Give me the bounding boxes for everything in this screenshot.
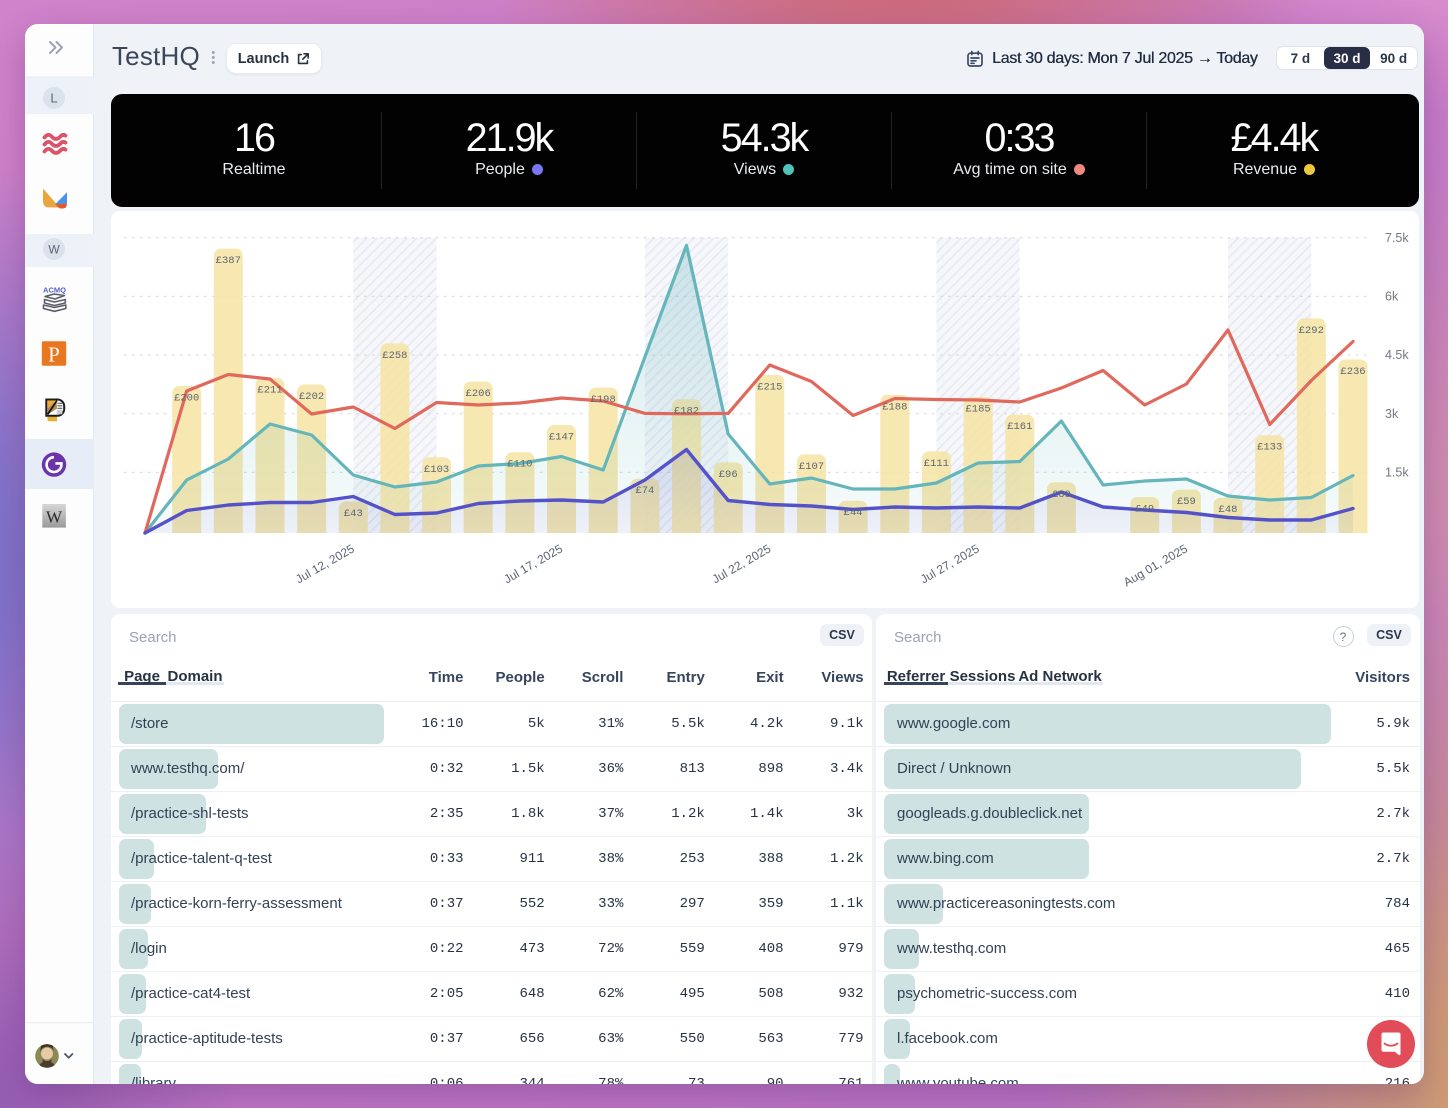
svg-text:ACMQ: ACMQ xyxy=(43,286,66,295)
svg-text:W: W xyxy=(46,508,63,527)
svg-text:7.5k: 7.5k xyxy=(1385,231,1409,245)
svg-text:£188: £188 xyxy=(882,401,907,413)
svg-text:£96: £96 xyxy=(719,469,738,481)
svg-text:P: P xyxy=(48,343,60,367)
svg-text:£185: £185 xyxy=(965,404,990,416)
svg-text:£211: £211 xyxy=(257,384,282,396)
svg-text:£44: £44 xyxy=(844,507,863,519)
svg-text:W: W xyxy=(48,243,60,257)
svg-text:£202: £202 xyxy=(299,391,324,403)
svg-text:Jul 12, 2025: Jul 12, 2025 xyxy=(293,541,357,586)
svg-text:£107: £107 xyxy=(799,461,824,473)
svg-text:L: L xyxy=(50,91,57,106)
svg-text:£147: £147 xyxy=(549,432,574,444)
svg-text:6k: 6k xyxy=(1385,290,1399,304)
svg-text:Aug 01, 2025: Aug 01, 2025 xyxy=(1121,541,1190,589)
svg-text:£200: £200 xyxy=(174,393,199,405)
svg-text:3k: 3k xyxy=(1385,407,1399,421)
svg-text:£292: £292 xyxy=(1299,325,1324,337)
svg-text:£182: £182 xyxy=(674,406,699,418)
svg-text:Jul 22, 2025: Jul 22, 2025 xyxy=(710,541,774,586)
svg-text:£43: £43 xyxy=(344,508,363,520)
svg-text:£161: £161 xyxy=(1007,421,1032,433)
svg-text:£74: £74 xyxy=(635,485,654,497)
svg-text:£111: £111 xyxy=(924,458,949,470)
svg-text:Jul 27, 2025: Jul 27, 2025 xyxy=(918,541,982,586)
svg-text:£48: £48 xyxy=(1219,504,1238,516)
svg-text:£133: £133 xyxy=(1257,442,1282,454)
svg-text:£387: £387 xyxy=(216,255,241,267)
svg-text:£258: £258 xyxy=(382,350,407,362)
svg-text:£198: £198 xyxy=(591,394,616,406)
svg-text:£215: £215 xyxy=(757,382,782,394)
svg-text:£206: £206 xyxy=(466,388,491,400)
svg-text:£236: £236 xyxy=(1340,366,1365,378)
svg-text:£110: £110 xyxy=(507,459,532,471)
svg-text:£49: £49 xyxy=(1135,504,1154,516)
svg-text:Jul 17, 2025: Jul 17, 2025 xyxy=(501,541,565,586)
svg-text:£69: £69 xyxy=(1052,489,1071,501)
svg-text:£103: £103 xyxy=(424,464,449,476)
svg-text:4.5k: 4.5k xyxy=(1385,348,1409,362)
svg-text:1.5k: 1.5k xyxy=(1385,466,1409,480)
svg-text:£59: £59 xyxy=(1177,496,1196,508)
